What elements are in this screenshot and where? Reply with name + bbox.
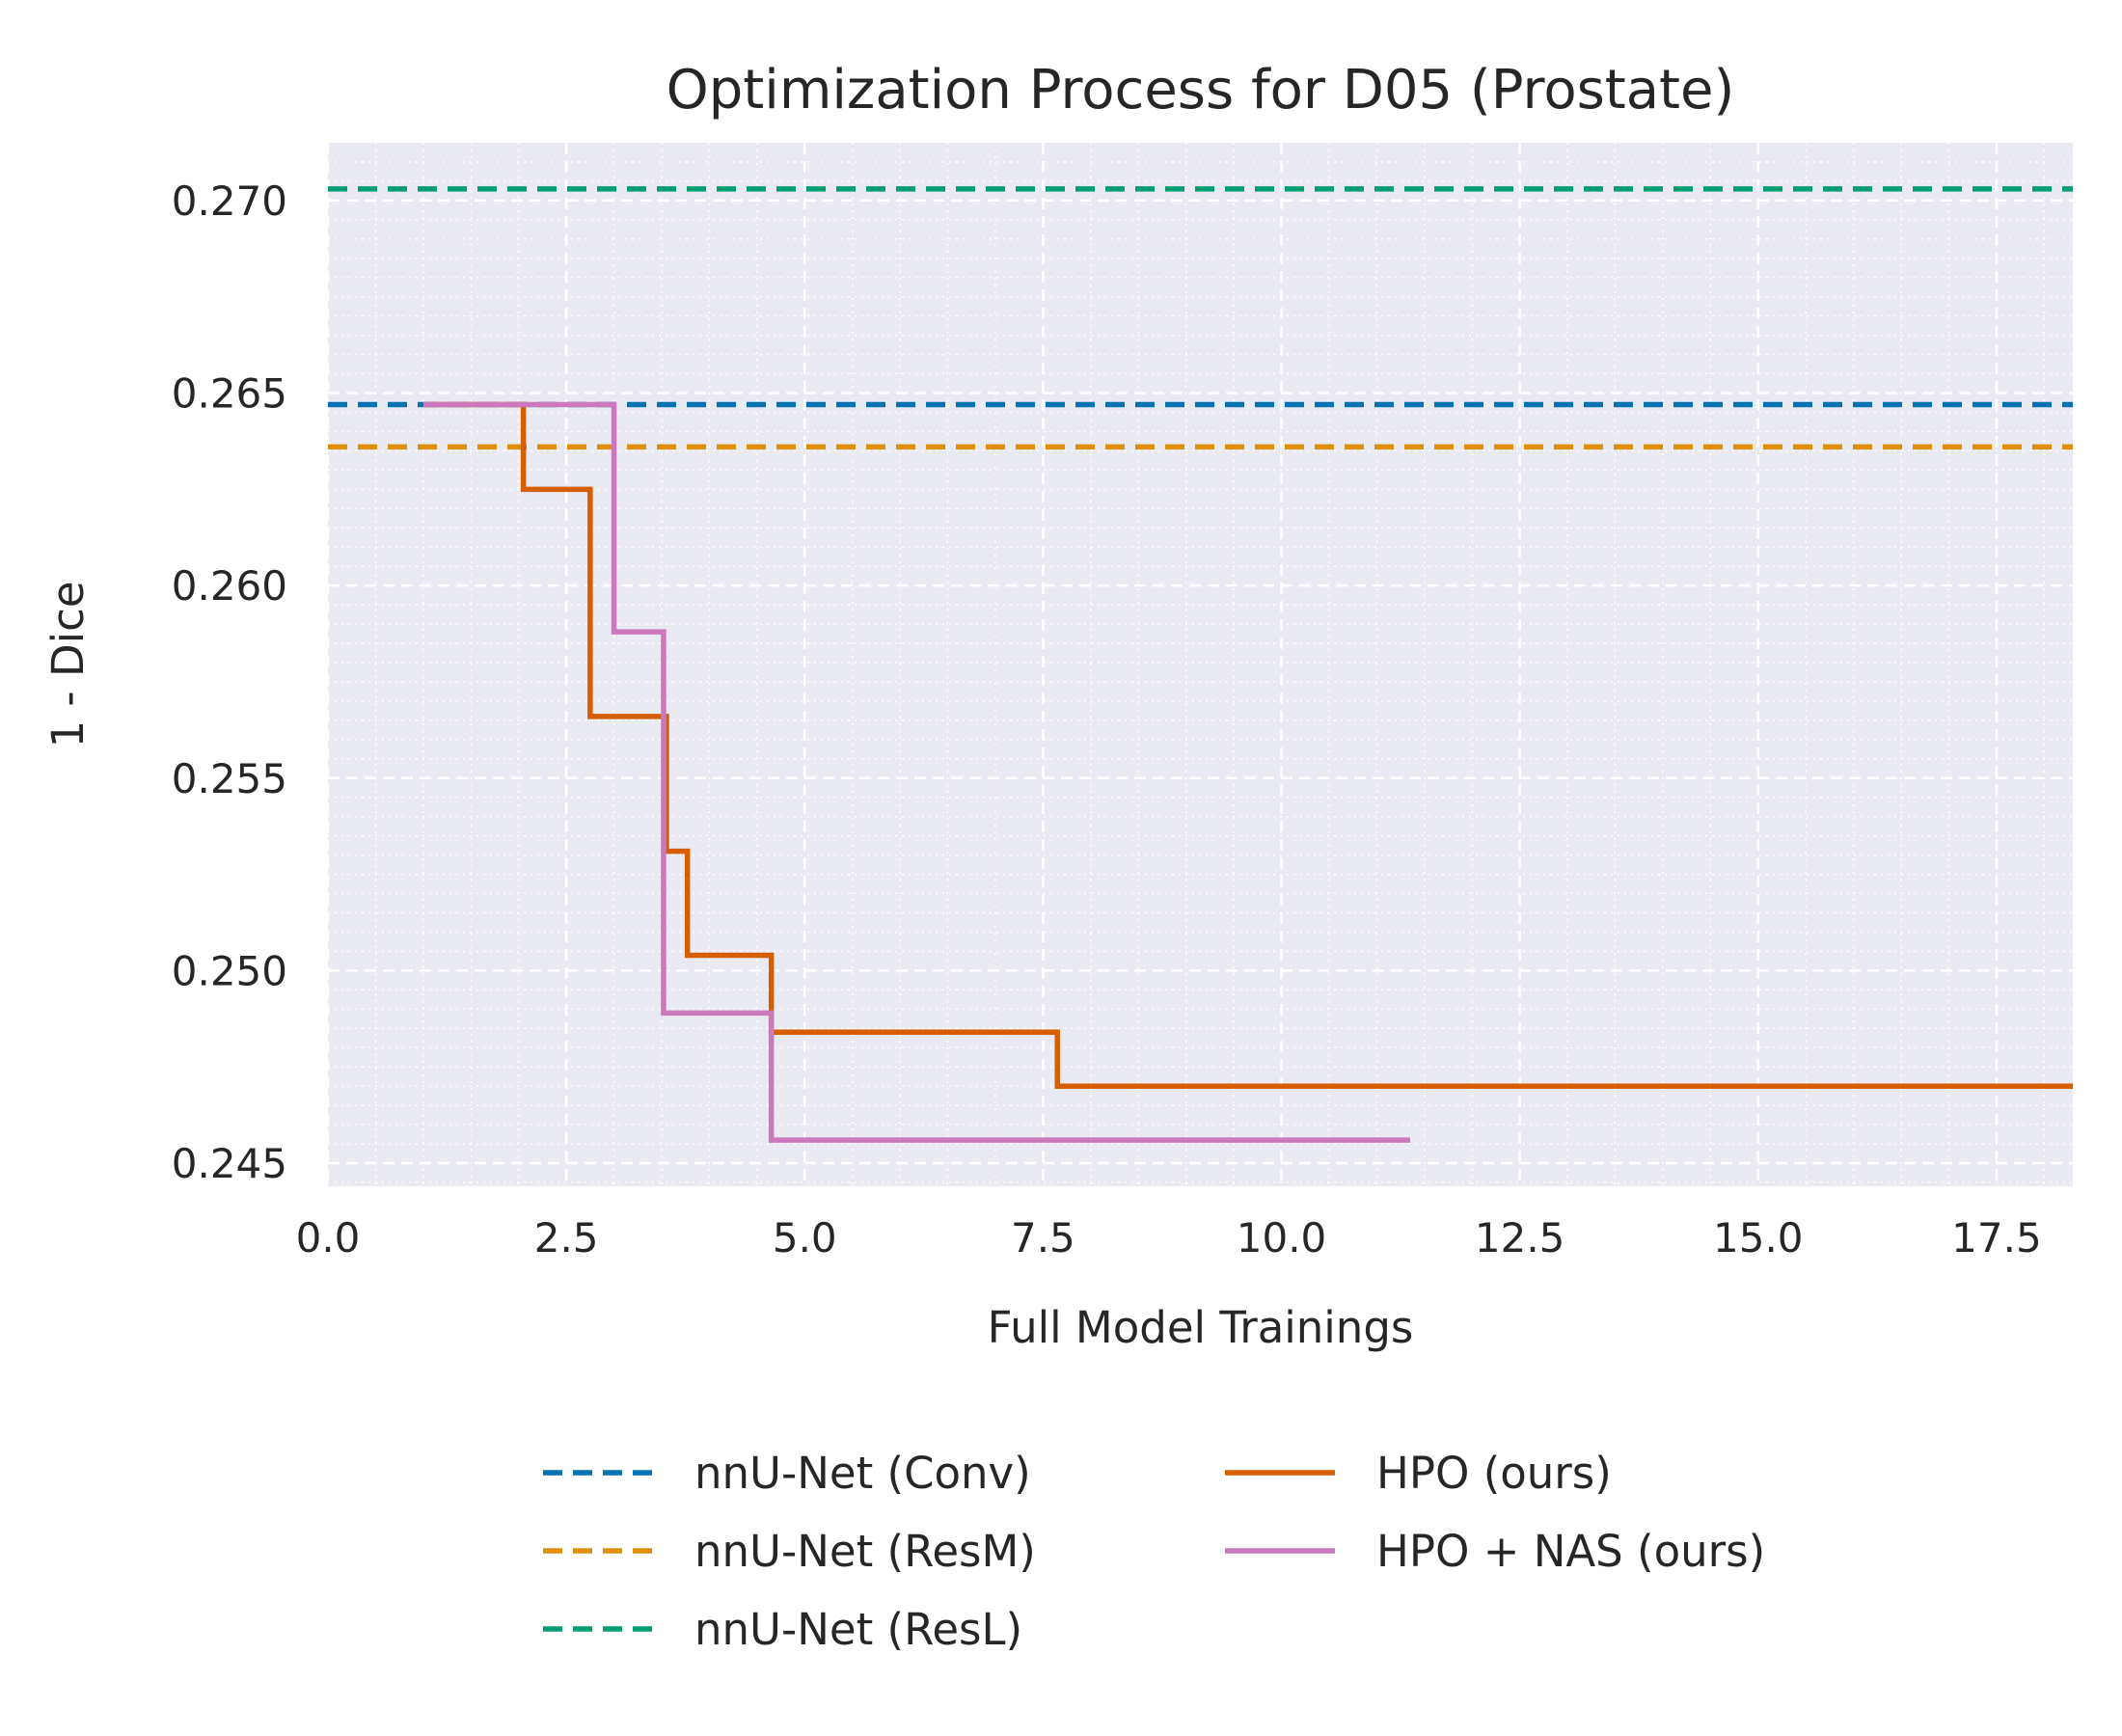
x-tick-labels: 0.0 2.5 5.0 7.5 10.0 12.5 15.0 17.5	[296, 1214, 2042, 1261]
y-tick-label: 0.255	[172, 755, 287, 802]
x-tick-label: 12.5	[1475, 1214, 1565, 1261]
y-axis-label: 1 - Dice	[42, 581, 94, 747]
y-tick-labels: 0.245 0.250 0.255 0.260 0.265 0.270	[172, 177, 287, 1187]
minor-grid	[328, 143, 2073, 1186]
legend-label-nnu-net-conv: nnU-Net (Conv)	[694, 1448, 1031, 1499]
baseline-lines	[328, 186, 2073, 450]
legend-label-hpo-nas-ours: HPO + NAS (ours)	[1376, 1526, 1765, 1577]
legend: nnU-Net (Conv) nnU-Net (ResM) nnU-Net (Res…	[543, 1448, 1765, 1655]
legend-label-hpo-ours: HPO (ours)	[1376, 1448, 1612, 1499]
y-tick-label: 0.245	[172, 1140, 287, 1187]
series-hpo-nas-ours	[422, 401, 1410, 1143]
x-tick-label: 2.5	[534, 1214, 599, 1261]
y-tick-label: 0.265	[172, 370, 287, 418]
major-grid	[326, 143, 2073, 1186]
y-tick-label: 0.270	[172, 177, 287, 225]
x-tick-label: 5.0	[773, 1214, 837, 1261]
x-tick-label: 0.0	[296, 1214, 361, 1261]
x-tick-label: 10.0	[1237, 1214, 1327, 1261]
x-axis-label: Full Model Trainings	[988, 1302, 1414, 1353]
x-tick-label: 7.5	[1011, 1214, 1075, 1261]
x-tick-label: 17.5	[1951, 1214, 2042, 1261]
y-tick-label: 0.260	[172, 562, 287, 610]
series-hpo-ours	[422, 401, 2073, 1089]
y-tick-label: 0.250	[172, 947, 287, 994]
series-lines	[422, 401, 2073, 1143]
chart-title: Optimization Process for D05 (Prostate)	[667, 59, 1735, 122]
legend-label-nnu-net-resl: nnU-Net (ResL)	[694, 1604, 1022, 1655]
x-tick-label: 15.0	[1713, 1214, 1804, 1261]
legend-label-nnu-net-resm: nnU-Net (ResM)	[694, 1526, 1036, 1577]
